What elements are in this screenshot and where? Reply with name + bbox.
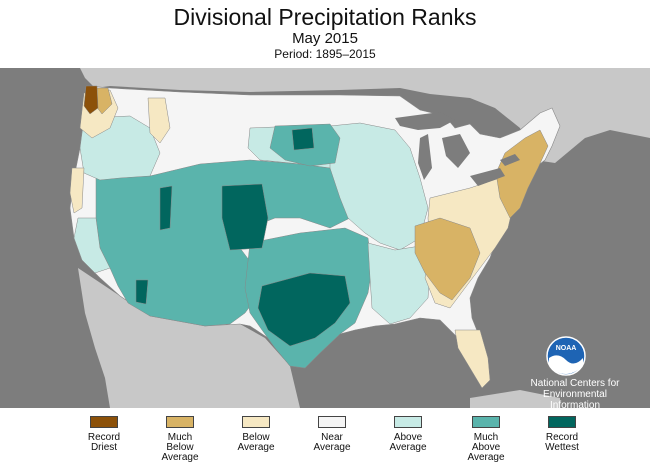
legend-item: Near Average <box>292 416 372 453</box>
legend-label: Below Average <box>237 432 275 453</box>
legend-item: Much Above Average <box>446 416 526 463</box>
legend-item: Below Average <box>216 416 296 453</box>
noaa-logo: NOAA <box>546 336 586 376</box>
region-below-west-coast <box>69 167 85 214</box>
legend-label: Much Above Average <box>467 432 505 463</box>
header: Divisional Precipitation Ranks May 2015 … <box>0 0 650 68</box>
region-much-below-northeast <box>495 129 549 219</box>
legend-label: Much Below Average <box>161 432 199 463</box>
region-record-wettest-arizona <box>135 279 149 305</box>
region-below-idaho <box>147 97 171 144</box>
legend-swatch <box>242 416 270 428</box>
precipitation-map: NOAA National Centers for Environmental … <box>0 68 650 422</box>
legend-swatch <box>548 416 576 428</box>
cuba-land <box>470 390 560 408</box>
legend-swatch <box>166 416 194 428</box>
noaa-logo-icon: NOAA <box>546 336 586 376</box>
region-above-california <box>73 217 111 274</box>
legend-item: Above Average <box>368 416 448 453</box>
region-above-south-central <box>367 242 431 325</box>
region-record-wettest-texas <box>257 272 351 347</box>
legend-swatch <box>472 416 500 428</box>
legend-item: Record Driest <box>64 416 144 453</box>
legend-label: Near Average <box>313 432 351 453</box>
map-period: Period: 1895–2015 <box>274 47 376 61</box>
legend-swatch <box>394 416 422 428</box>
legend-item: Record Wettest <box>522 416 602 453</box>
region-record-driest <box>83 85 99 115</box>
region-record-wettest-rockies <box>221 183 269 251</box>
legend-label: Record Driest <box>87 432 121 453</box>
mexico-land <box>78 268 300 408</box>
legend: Record Driest Much Below Average Below Ave… <box>0 410 650 474</box>
great-lakes <box>395 112 520 186</box>
map-svg <box>69 68 650 408</box>
region-record-wettest-dakota <box>291 127 315 151</box>
map-title: Divisional Precipitation Ranks <box>173 4 477 30</box>
canada-land <box>80 68 650 163</box>
region-below-florida <box>454 329 491 389</box>
region-much-below-appalachia <box>414 217 481 301</box>
legend-label: Above Average <box>389 432 427 453</box>
legend-item: Much Below Average <box>140 416 220 463</box>
legend-label: Record Wettest <box>545 432 579 453</box>
noaa-logo-text: NOAA <box>556 345 577 352</box>
map-subtitle: May 2015 <box>292 30 358 47</box>
legend-swatch <box>90 416 118 428</box>
legend-swatch <box>318 416 346 428</box>
region-record-wettest-utah <box>159 185 173 231</box>
